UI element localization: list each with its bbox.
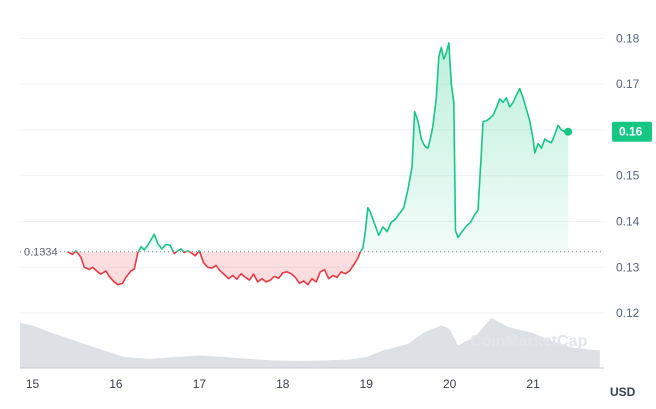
fill-above-reference (75, 42, 569, 252)
currency-label: USD (610, 385, 636, 399)
y-tick-label: 0.18 (616, 31, 640, 45)
x-axis: 15 16 17 18 19 20 21 (26, 377, 540, 391)
volume-shape (20, 318, 600, 368)
y-tick-label: 0.12 (616, 306, 640, 320)
x-tick-label: 18 (276, 377, 290, 391)
x-tick-label: 15 (26, 377, 40, 391)
price-line-up (67, 42, 569, 252)
current-price-dot (564, 127, 573, 136)
y-tick-label: 0.17 (616, 77, 640, 91)
price-line-down (67, 251, 362, 286)
current-price-value: 0.16 (619, 125, 643, 139)
fill-below-reference (67, 251, 569, 285)
x-tick-label: 19 (360, 377, 374, 391)
y-tick-label: 0.15 (616, 169, 640, 183)
current-price-badge-bg (612, 121, 652, 142)
x-tick-label: 17 (193, 377, 207, 391)
watermark: CoinMarketCap (470, 333, 588, 350)
price-line (67, 42, 569, 286)
reference-label: 0.1334 (24, 247, 58, 259)
current-price-badge: 0.16 (612, 121, 652, 142)
price-fill (67, 42, 569, 285)
y-tick-label: 0.13 (616, 260, 640, 274)
y-axis: 0.12 0.13 0.14 0.15 0.16 0.17 0.18 (616, 31, 640, 320)
x-tick-label: 20 (443, 377, 457, 391)
x-tick-label: 21 (526, 377, 540, 391)
volume-area (20, 318, 600, 368)
y-tick-label: 0.14 (616, 214, 640, 228)
x-tick-label: 16 (109, 377, 123, 391)
